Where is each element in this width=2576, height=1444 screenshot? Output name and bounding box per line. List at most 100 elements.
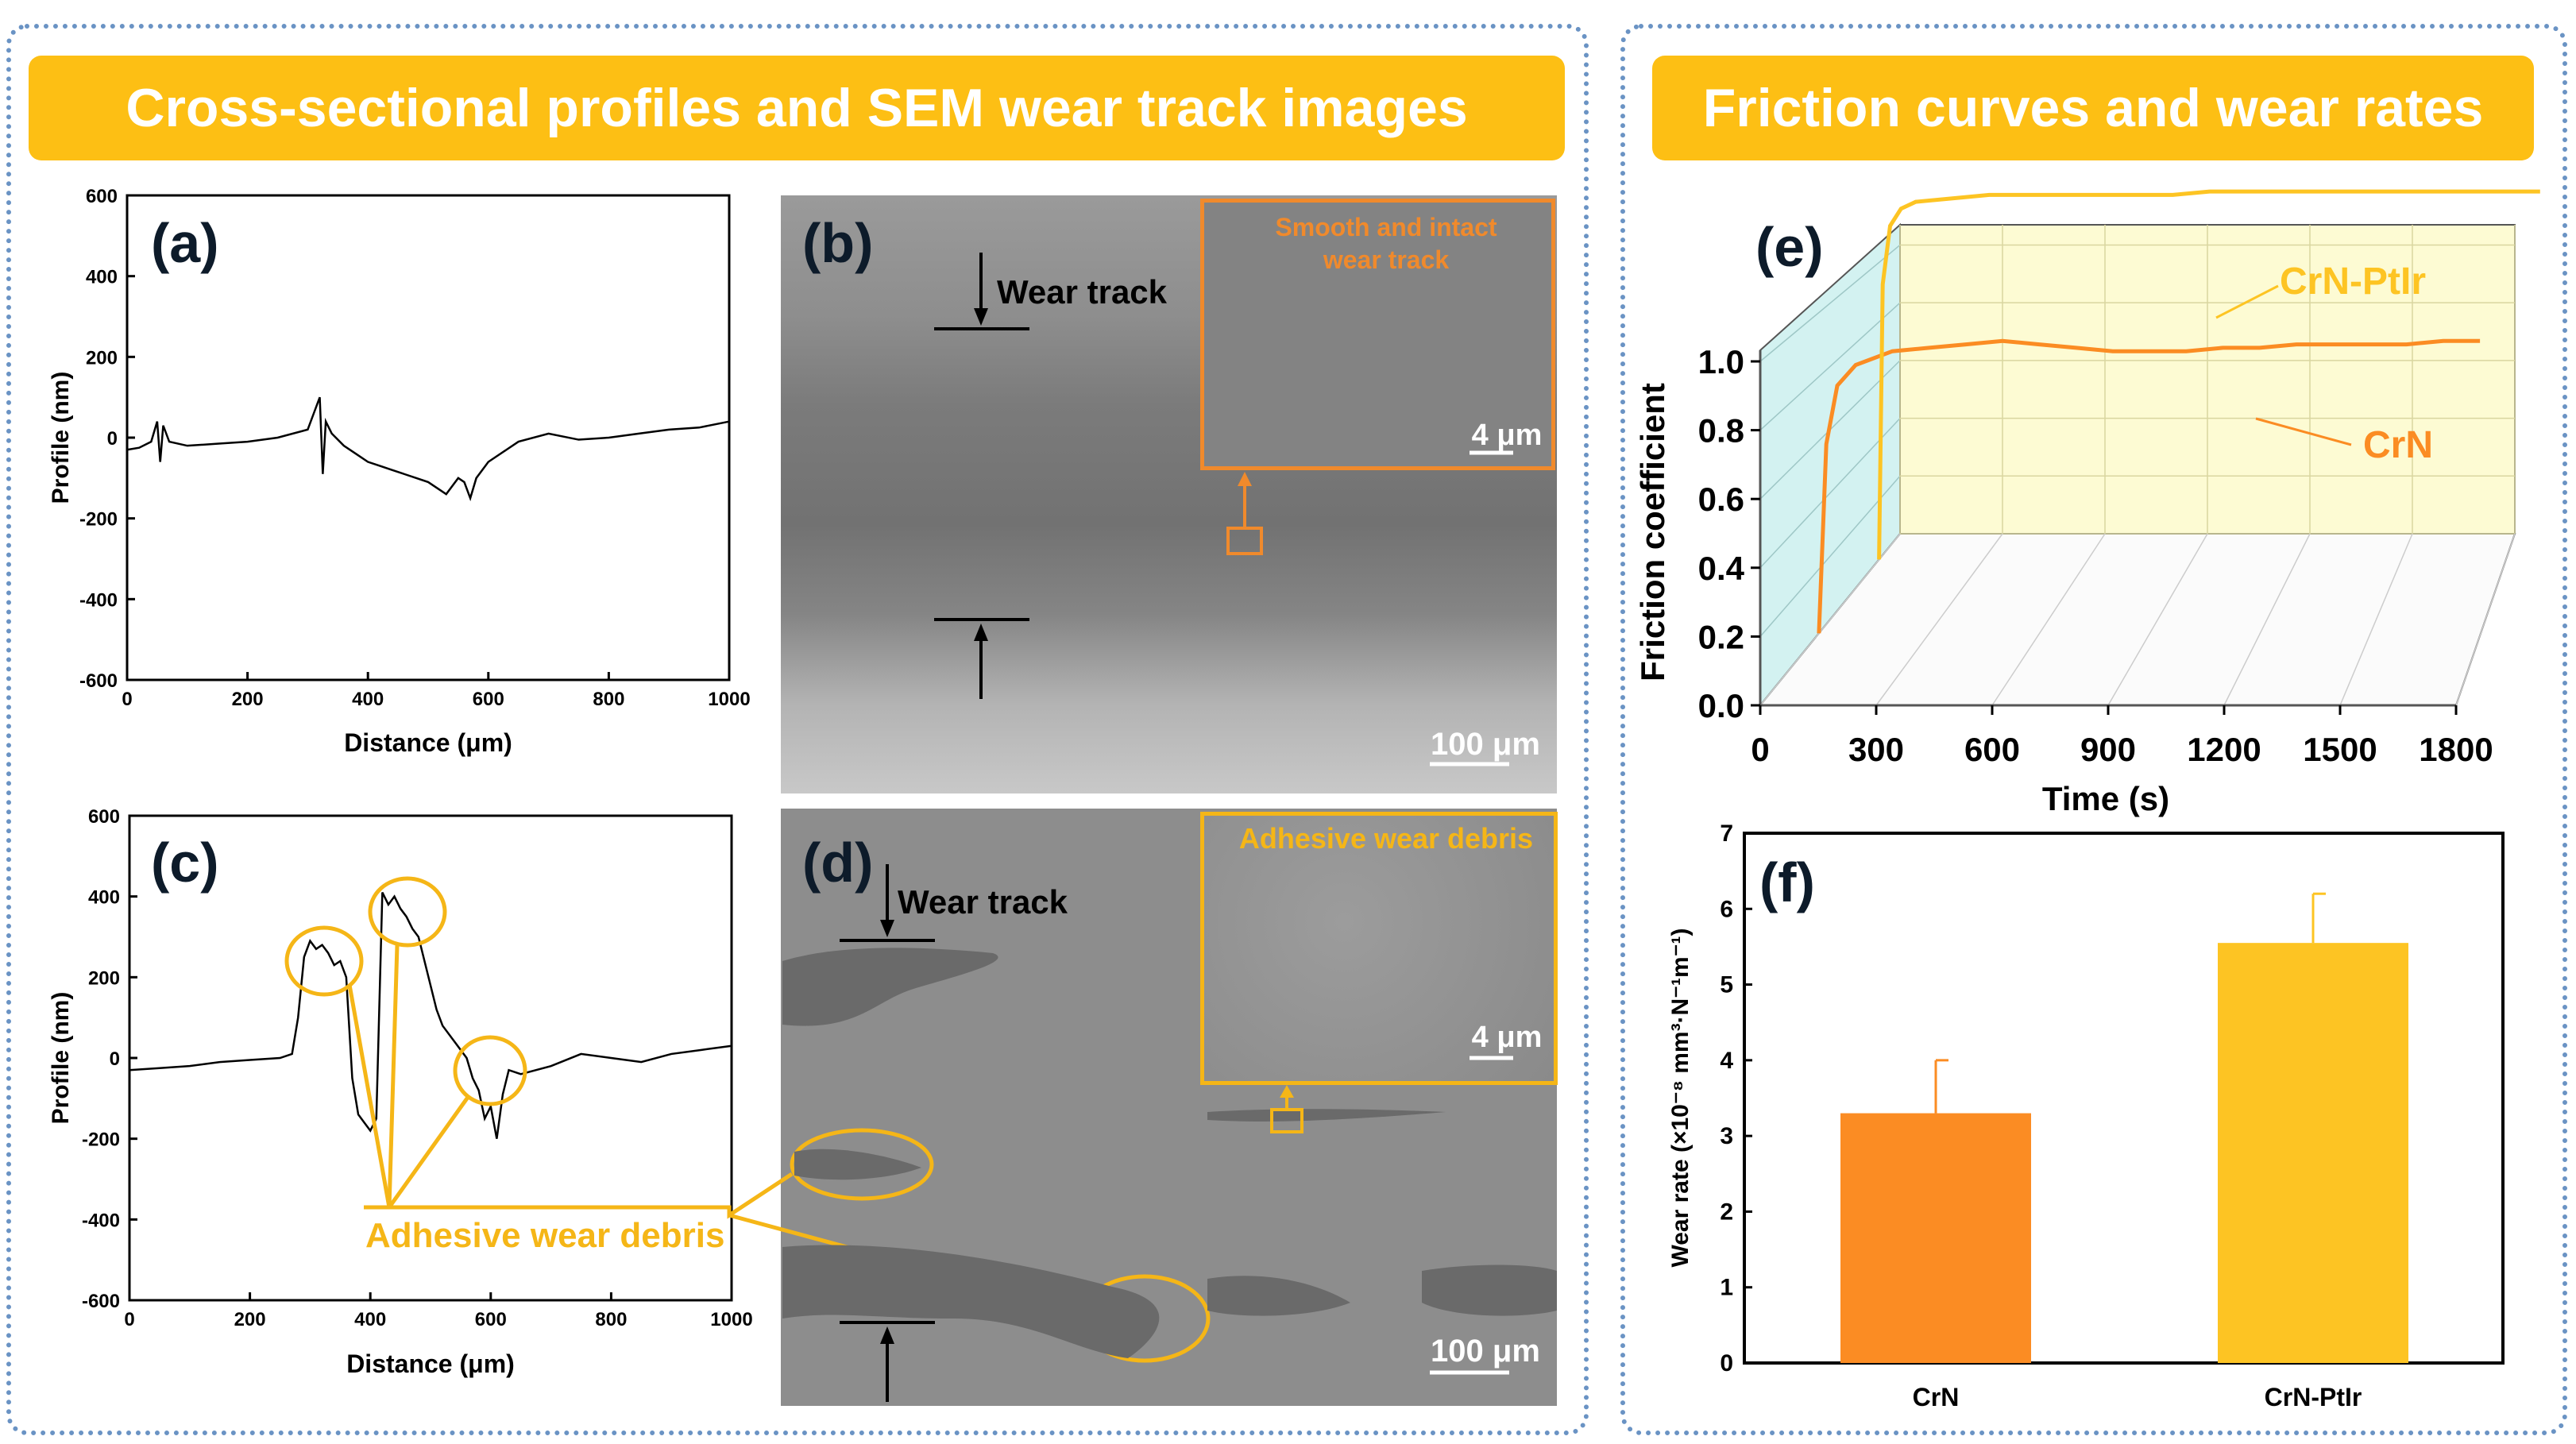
debris-patch-3 — [782, 1245, 1160, 1358]
c-xtick-label: 1000 — [710, 1309, 752, 1330]
f-ytick-label: 1 — [1720, 1275, 1733, 1301]
f-xtick-label: CrN — [1913, 1383, 1960, 1411]
debris-patches — [782, 948, 1557, 1358]
panel-e-ylabel: Friction coefficient — [1634, 383, 1671, 681]
e-xtick-label: 300 — [1848, 731, 1904, 768]
legend-crn-ptir: CrN-PtIr — [2280, 261, 2426, 303]
panel-b-arrow-label: Wear track — [997, 273, 1168, 311]
inset-b-text-line1: Smooth and intact — [1275, 213, 1497, 241]
inset-d-connector-head — [1280, 1085, 1294, 1098]
panel-f-label: (f) — [1759, 851, 1815, 913]
f-ytick-label: 5 — [1720, 972, 1733, 998]
panel-a-ylabel: Profile (nm) — [48, 372, 74, 504]
e-floor-gridline — [1875, 533, 2003, 706]
e-ytick-label: 1.0 — [1698, 343, 1744, 380]
debris-patch-4 — [1207, 1276, 1350, 1316]
panel-c-xlabel: Distance (μm) — [346, 1349, 515, 1378]
f-ytick-label: 2 — [1720, 1199, 1733, 1225]
callout-line-3 — [387, 1095, 471, 1209]
e-floor-gridline — [1759, 533, 1901, 706]
panel-d-scale-label: 100 μm — [1431, 1334, 1540, 1369]
a-ytick-label: -200 — [79, 509, 118, 531]
a-xtick-label: 600 — [473, 689, 504, 710]
crn-ptir-friction-line — [1877, 189, 2540, 560]
panel-c: 600 400 200 0 -200 -400 -600 0 200 400 600 800 1000… — [48, 806, 1211, 1378]
c-ytick-label: -600 — [82, 1291, 120, 1312]
a-xtick-label: 400 — [352, 689, 384, 710]
panel-c-ylabel: Profile (nm) — [48, 992, 74, 1125]
debris-patch-5 — [1422, 1264, 1557, 1316]
wear-track-top-arrowhead — [974, 308, 988, 326]
a-xtick-label: 0 — [122, 689, 132, 710]
right-banner-title: Friction curves and wear rates — [1702, 78, 2484, 138]
d-wear-track-bottom-arrowhead — [880, 1326, 894, 1344]
panel-e: 0.0 0.2 0.4 0.6 0.8 1.0 0 300 600 900 1200 1500 1800… — [1634, 189, 2540, 817]
sem-inset-d — [1200, 812, 1558, 1085]
e-floor-gridline — [2107, 533, 2208, 706]
f-ytick-label: 4 — [1720, 1048, 1733, 1074]
debris-patch-6 — [1207, 1109, 1446, 1122]
panel-c-label: (c) — [151, 832, 219, 894]
e-xtick-label: 1200 — [2187, 731, 2261, 768]
inset-b-connector-head — [1238, 472, 1252, 486]
panel-a-profile-line — [126, 396, 730, 502]
e-floor-gridline — [2455, 533, 2516, 706]
c-ytick-label: 200 — [88, 967, 120, 989]
c-ytick-label: 400 — [88, 887, 120, 909]
a-ytick-label: 200 — [86, 347, 118, 369]
crn-friction-line — [1817, 338, 2481, 634]
a-ytick-label: 0 — [107, 428, 118, 450]
debris-patch-2 — [794, 1149, 921, 1180]
callout-ellipse-3 — [453, 1035, 527, 1106]
a-ytick-label: -600 — [79, 670, 118, 692]
panel-b: (b) Wear track Smooth and intact wear tr… — [802, 212, 1543, 766]
panel-d: (d) Wear track Adhesive wear debris 4 μm… — [782, 822, 1557, 1402]
a-ytick-label: 400 — [86, 267, 118, 288]
e-floor-gridline — [2339, 533, 2413, 706]
a-ytick-label: 600 — [86, 186, 118, 207]
a-xtick-label: 200 — [232, 689, 264, 710]
legend-crn-pointer — [2255, 417, 2352, 446]
c-xtick-label: 400 — [354, 1309, 386, 1330]
panel-c-profile-line — [129, 892, 732, 1139]
right-panel-frame — [1620, 24, 2567, 1435]
a-xtick-label: 1000 — [708, 689, 750, 710]
e-ytick-label: 0.0 — [1698, 687, 1744, 724]
e-left-gridline — [1759, 244, 1901, 362]
callout-line-4 — [364, 1172, 794, 1219]
panel-f-ylabel: Wear rate (×10⁻⁸ mm³·N⁻¹m⁻¹) — [1667, 928, 1694, 1267]
panel-a: 600 400 200 0 -200 -400 -600 0 200 400 600 800 1000… — [48, 186, 751, 757]
e-xtick-label: 0 — [1751, 731, 1769, 768]
a-ytick-label: -400 — [79, 589, 118, 611]
panel-b-label: (b) — [802, 212, 873, 274]
f-bar-0 — [1840, 1113, 2031, 1363]
inset-b-source-box — [1226, 527, 1263, 555]
panel-e-label: (e) — [1755, 216, 1824, 278]
debris-annotation: Adhesive wear debris — [365, 1216, 724, 1255]
callout-ellipse-d1 — [790, 1128, 934, 1201]
callout-line-2 — [387, 944, 400, 1208]
c-ytick-label: -400 — [82, 1210, 120, 1231]
sem-inset-b — [1200, 199, 1555, 470]
e-xtick-label: 600 — [1964, 731, 2020, 768]
inset-d-text: Adhesive wear debris — [1239, 822, 1533, 855]
e-xtick-label: 900 — [2080, 731, 2136, 768]
panel-a-xlabel: Distance (μm) — [344, 728, 512, 757]
e-floor-gridline — [1991, 533, 2106, 706]
left-banner-title: Cross-sectional profiles and SEM wear tr… — [126, 78, 1468, 138]
panel-a-label: (a) — [151, 212, 219, 274]
legend-crn: CrN — [2363, 424, 2433, 466]
debris-patch-1 — [782, 948, 998, 1026]
callout-line-1 — [347, 984, 392, 1208]
c-xtick-label: 0 — [124, 1309, 134, 1330]
callout-ellipse-2 — [368, 876, 447, 948]
f-ytick-label: 7 — [1720, 820, 1733, 847]
c-ytick-label: 0 — [110, 1048, 120, 1070]
e-xtick-label: 1800 — [2419, 731, 2493, 768]
inset-b-text-line2: wear track — [1323, 245, 1450, 274]
e-ytick-label: 0.8 — [1698, 412, 1744, 450]
e-ytick-label: 0.6 — [1698, 481, 1744, 518]
inset-b-scale-label: 4 μm — [1472, 419, 1543, 452]
inset-d-scale-label: 4 μm — [1472, 1021, 1543, 1054]
